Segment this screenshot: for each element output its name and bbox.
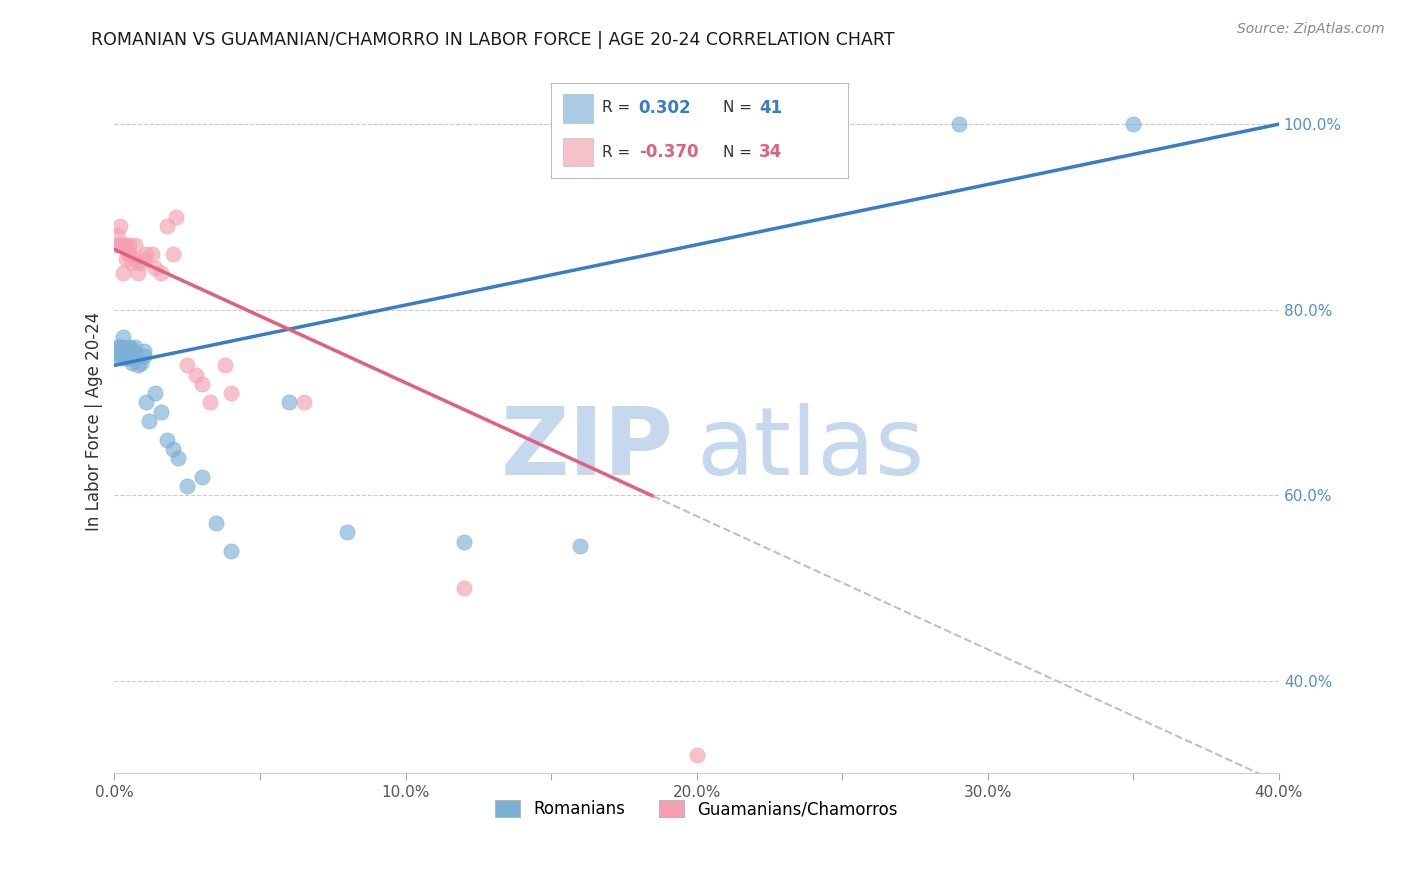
Point [127,359,149,373]
Text: ZIP: ZIP [501,403,673,495]
Point [156,219,179,234]
Text: Source: ZipAtlas.com: Source: ZipAtlas.com [1237,22,1385,37]
Point [214,359,236,373]
Point [110,237,132,252]
Point [118,247,141,261]
Point [292,395,315,409]
Point [453,581,475,595]
Point [124,237,146,252]
Point [112,344,135,359]
Point [121,342,143,356]
Point [132,252,155,266]
Point [110,219,132,234]
Point [150,266,173,280]
Point [948,117,970,131]
Point [167,451,190,466]
Point [184,368,207,382]
Point [135,247,157,261]
Text: ROMANIAN VS GUAMANIAN/CHAMORRO IN LABOR FORCE | AGE 20-24 CORRELATION CHART: ROMANIAN VS GUAMANIAN/CHAMORRO IN LABOR … [91,31,894,49]
Point [150,405,173,419]
Point [115,347,138,361]
Point [118,351,141,365]
Point [132,344,155,359]
Point [143,386,166,401]
Point [219,544,242,558]
Point [124,347,146,361]
Point [831,785,853,799]
Point [118,237,141,252]
Point [112,340,135,354]
Point [115,237,138,252]
Point [132,349,155,363]
Point [190,469,212,483]
Point [121,355,143,369]
Point [162,247,184,261]
Point [453,534,475,549]
Point [685,747,707,762]
Point [336,525,359,540]
Point [124,252,146,266]
Point [205,516,228,530]
Point [115,351,138,365]
Point [129,256,152,270]
Legend: Romanians, Guamanians/Chamorros: Romanians, Guamanians/Chamorros [489,794,904,825]
Point [121,256,143,270]
Point [118,340,141,354]
Point [112,330,135,344]
Point [176,359,198,373]
Point [118,344,141,359]
Text: atlas: atlas [696,403,925,495]
Point [112,266,135,280]
Point [110,349,132,363]
Point [105,344,128,359]
Point [1122,117,1144,131]
Point [135,395,157,409]
Point [190,376,212,391]
Point [219,386,242,401]
Point [110,351,132,365]
Point [115,252,138,266]
Point [138,414,160,428]
Point [141,247,163,261]
Point [105,340,128,354]
Point [124,340,146,354]
Point [110,340,132,354]
Point [143,260,166,275]
Point [162,442,184,456]
Point [569,539,592,553]
Point [176,479,198,493]
Point [127,266,149,280]
Point [105,237,128,252]
Point [278,395,301,409]
Point [112,237,135,252]
Point [105,228,128,243]
Point [129,356,152,370]
Point [112,349,135,363]
Point [165,210,187,224]
Point [121,349,143,363]
Point [200,395,222,409]
Point [156,433,179,447]
Point [115,344,138,359]
Point [118,247,141,261]
Y-axis label: In Labor Force | Age 20-24: In Labor Force | Age 20-24 [86,311,103,531]
